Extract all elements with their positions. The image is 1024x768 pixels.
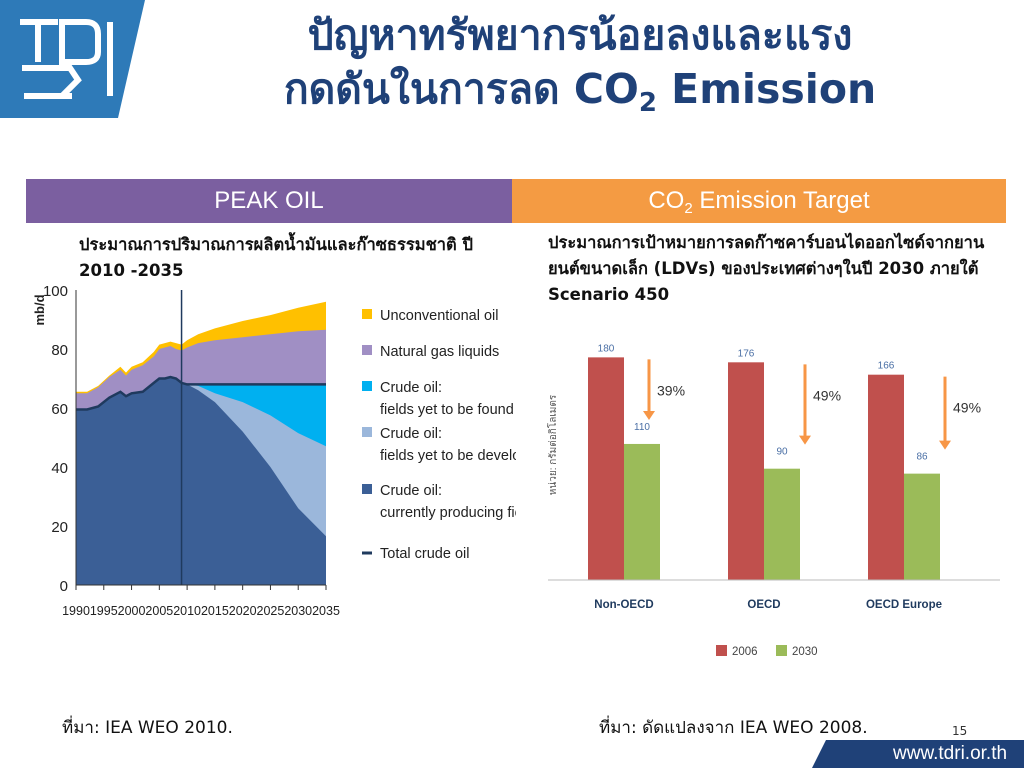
bar-2006-oecd-europe [868,374,904,580]
y-tick-label: 100 [43,283,68,300]
legend-label-yet_developed: Crude oil: [380,426,442,442]
value-label-2030-oecd-europe: 86 [916,452,928,463]
legend-swatch-2030 [776,645,787,656]
y-tick-label: 60 [51,401,68,418]
y-tick-label: 0 [60,578,68,595]
value-label-2030-non-oecd: 110 [634,422,650,433]
bar-2006-oecd [728,362,764,580]
co2-target-header: CO2 Emission Target [512,179,1006,223]
footer-band [812,740,1024,768]
peak-oil-description: ประมาณการปริมาณการผลิตน้ำมันและก๊าซธรรมช… [79,235,473,280]
website-link[interactable]: www.tdri.or.th [893,743,1008,764]
category-label-non-oecd: Non-OECD [594,599,653,611]
line-total-crude-oil [76,375,326,411]
legend-label-yet_developed: fields yet to be developed [380,448,516,464]
value-label-2006-oecd-europe: 166 [878,361,895,372]
legend-label-2030: 2030 [792,646,818,658]
legend-swatch-producing [362,484,372,494]
page-number: 15 [952,724,968,738]
page-title: ปัญหาทรัพยากรน้อยลงและแรง กดดันในการลด C… [150,8,1010,116]
reduction-label-non-oecd: 39% [657,382,685,398]
legend-swatch-unconventional [362,309,372,319]
value-label-2030-oecd: 90 [776,447,788,458]
bar-2030-non-oecd [624,443,660,580]
tdri-logo [0,0,145,118]
legend-label-yet_found: fields yet to be found [380,402,514,418]
x-tick-label: 2030 [284,604,312,618]
x-tick-label: 2000 [118,604,146,618]
y-tick-label: 20 [51,519,68,536]
legend-swatch-ngl [362,345,372,355]
legend-swatch-yet_found [362,381,372,391]
legend-label-2006: 2006 [732,646,758,658]
reduction-arrowhead-non-oecd [643,410,655,420]
peak-oil-header: PEAK OIL [26,179,512,223]
category-label-oecd: OECD [747,599,780,611]
legend-label-producing: Crude oil: [380,483,442,499]
legend-label-unconventional: Unconventional oil [380,308,499,324]
bar-2030-oecd-europe [904,473,940,580]
legend-label-producing: currently producing fields [380,505,516,521]
category-label-oecd-europe: OECD Europe [866,599,942,611]
co2-target-description: ประมาณการเป้าหมายการลดก๊าซคาร์บอนไดออกไซ… [548,233,985,304]
area-currently-producing [76,377,326,585]
bar-2006-non-oecd [588,357,624,580]
source-left: ที่มา: IEA WEO 2010. [62,718,233,738]
value-label-2006-oecd: 176 [738,348,755,359]
legend-label-yet_found: Crude oil: [380,380,442,396]
title-line-1: ปัญหาทรัพยากรน้อยลงและแรง [307,11,853,59]
reduction-label-oecd-europe: 49% [953,400,981,416]
source-right: ที่มา: ดัดแปลงจาก IEA WEO 2008. [599,718,868,738]
reduction-arrowhead-oecd-europe [939,440,951,450]
x-tick-label: 2025 [257,604,285,618]
y-axis-label: mb/d [32,294,47,325]
legend-label-ngl: Natural gas liquids [380,344,499,360]
value-label-2006-non-oecd: 180 [598,343,615,354]
x-tick-label: 2020 [229,604,257,618]
legend-swatch-yet_developed [362,427,372,437]
reduction-label-oecd: 49% [813,387,841,403]
x-tick-label: 2010 [173,604,201,618]
x-tick-label: 1990 [62,604,90,618]
x-tick-label: 2005 [145,604,173,618]
peak-oil-area-chart: 0 20 40 60 80 100 1990 1995 2000 2005 2010 2015 2020… [32,283,516,618]
reduction-arrowhead-oecd [799,435,811,445]
bar-2030-oecd [764,468,800,580]
legend-label-total: Total crude oil [380,546,469,562]
x-tick-label: 2015 [201,604,229,618]
y-tick-label: 80 [51,342,68,359]
co2-emission-bar-chart: 180 110 39% Non-OECD 176 90 49% OECD 166 86 49% OEC… [546,343,1000,658]
x-tick-label: 2035 [312,604,340,618]
title-line-2: กดดันในการลด CO2 Emission [283,65,877,118]
y-tick-label: 40 [51,460,68,477]
y-axis-label: หน่วย: กรัมต่อกิโลเมตร [546,394,559,495]
x-tick-label: 1995 [90,604,118,618]
legend-swatch-2006 [716,645,727,656]
